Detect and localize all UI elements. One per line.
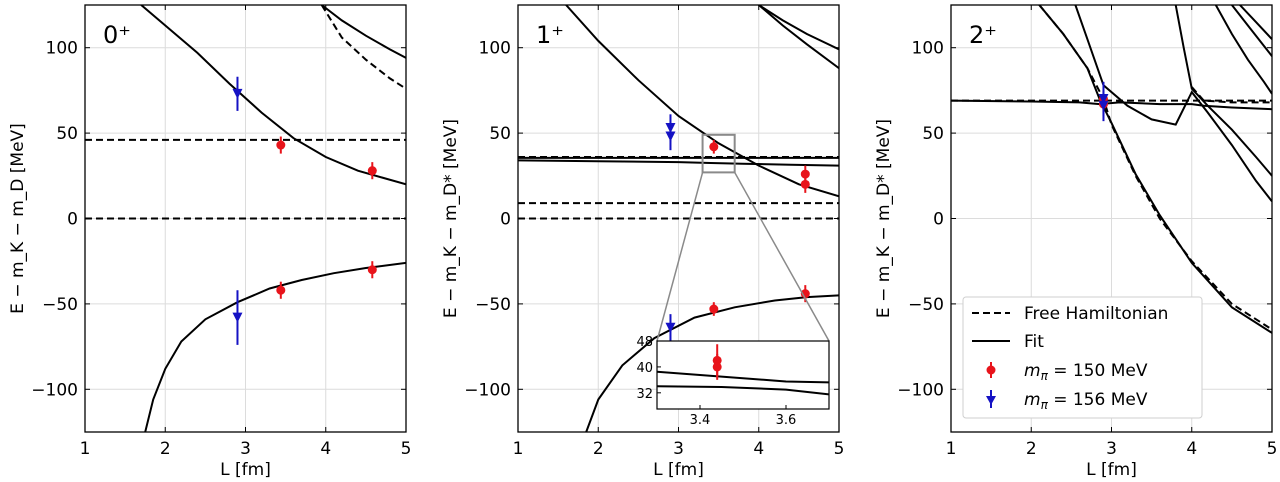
x-tick-label: 4 [1186,439,1197,459]
x-tick-label: 1 [946,439,957,459]
point-pion-150 [367,162,377,180]
point-pion-150 [276,136,286,154]
x-tick-label: 2 [160,439,171,459]
inset-x-tick-label: 3.6 [776,413,797,428]
legend-pion156-marker [986,390,996,408]
y-tick-label: 0 [933,210,944,230]
fit-line [1038,5,1272,334]
inset-y-tick-label: 32 [636,387,653,402]
x-tick-label: 3 [673,439,684,459]
fit-line [321,5,406,59]
panel-3: 1 2 3 4 5 −100 −50 0 50 100 L [fm] E − m_K − m_D* [… [874,4,1278,480]
point-pion-156 [232,76,243,111]
point-pion-156 [665,314,676,342]
y-tick-label: 50 [922,124,944,144]
y-tick-label: −50 [42,295,78,315]
fit-line [1231,5,1272,57]
x-tick-label: 4 [320,439,331,459]
inset-x-tick-label: 3.4 [690,413,711,428]
fit-line [140,5,406,186]
y-tick-label: 50 [56,124,78,144]
free-hamiltonian-line [1038,5,1272,331]
zoom-connector [734,172,830,342]
free-hamiltonian-line [320,5,406,90]
y-tick-label: −100 [897,380,944,400]
inset-plot: 3.4 3.6 32 40 48 [636,335,830,428]
x-tick-label: 3 [1106,439,1117,459]
zoom-box [701,133,736,174]
x-axis-label: L [fm] [653,460,704,480]
inset-y-tick-label: 48 [636,335,653,350]
fit-line [585,294,839,432]
fit-line [951,99,1272,111]
fit-line [1214,5,1272,95]
fit-line [1239,5,1272,40]
y-axis-label: E − m_K − m_D [MeV] [8,123,28,314]
point-pion-156 [1098,90,1109,122]
fit-line [758,5,839,51]
inset-fit-line [657,370,829,384]
y-axis-label: E − m_K − m_D* [MeV] [874,119,894,318]
free-hamiltonian-line [1191,86,1272,104]
x-tick-label: 3 [240,439,251,459]
y-tick-label: −100 [464,380,511,400]
panel-label: 0⁺ [103,21,131,49]
inset-fit-line [657,385,829,396]
fit-line [518,159,839,167]
x-tick-label: 5 [1267,439,1278,459]
x-tick-label: 1 [80,439,91,459]
y-tick-label: 100 [46,39,78,59]
point-pion-150 [276,281,286,299]
point-pion-156 [665,122,676,151]
point-pion-150 [709,302,719,316]
x-tick-label: 2 [1026,439,1037,459]
y-tick-label: 0 [67,210,78,230]
fit-line [758,5,839,70]
legend-pion150-marker [986,362,996,378]
x-tick-label: 2 [593,439,604,459]
legend-pion156-label: mπ = 156 MeV [1024,390,1148,412]
point-pion-150 [709,139,719,154]
panel-label: 1⁺ [536,21,564,49]
legend: Free Hamiltonian Fit mπ = 150 MeV mπ = 1… [962,296,1203,419]
y-tick-label: −50 [908,295,944,315]
y-tick-label: 100 [479,39,511,59]
y-tick-label: −50 [475,295,511,315]
legend-fit-label: Fit [1024,332,1044,352]
legend-free-label: Free Hamiltonian [1024,304,1168,324]
x-tick-label: 5 [401,439,412,459]
x-axis-label: L [fm] [220,460,271,480]
fit-line [144,261,406,432]
point-pion-150 [800,175,810,193]
panel-2: 3.4 3.6 32 40 48 1 2 3 4 5 −100 −50 0 50 100 L [fm] E − … [441,4,845,480]
point-pion-156 [232,290,243,345]
y-tick-label: −100 [31,380,78,400]
y-tick-label: 100 [912,39,944,59]
zoom-connector [656,172,704,342]
x-tick-label: 1 [513,439,524,459]
x-tick-label: 4 [753,439,764,459]
y-tick-label: 50 [489,124,511,144]
fit-line [1074,5,1272,203]
panel-1: 1 2 3 4 5 −100 −50 0 50 100 L [fm] E − m_K − m_D [M… [8,4,412,480]
x-tick-label: 5 [834,439,845,459]
point-pion-150 [367,261,377,279]
x-axis-label: L [fm] [1086,460,1137,480]
inset-y-tick-label: 40 [636,361,653,376]
fit-line [1174,5,1272,177]
fit-line [565,5,839,198]
panel-label: 2⁺ [969,21,997,49]
y-axis-label: E − m_K − m_D* [MeV] [441,119,461,318]
inset-point-pion-150 [712,353,722,380]
legend-pion150-label: mπ = 150 MeV [1024,361,1148,383]
y-tick-label: 0 [500,210,511,230]
